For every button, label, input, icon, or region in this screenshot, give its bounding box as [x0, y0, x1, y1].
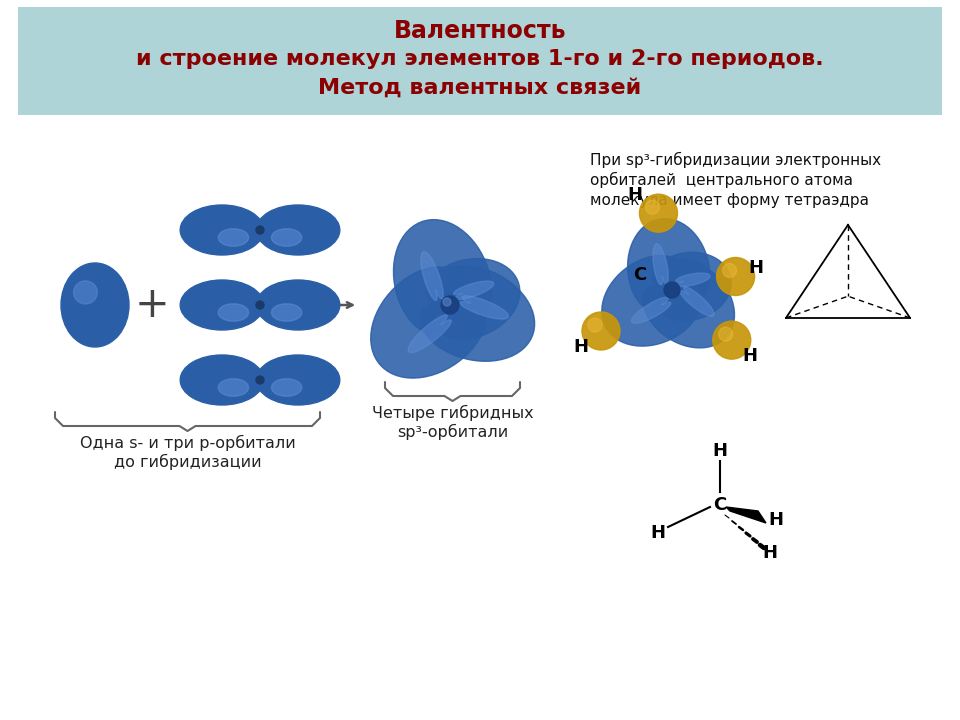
Circle shape — [443, 298, 451, 306]
Text: C: C — [713, 496, 727, 514]
Polygon shape — [726, 507, 766, 523]
Polygon shape — [602, 256, 701, 346]
Circle shape — [723, 264, 736, 277]
Ellipse shape — [180, 355, 264, 405]
Text: молекула имеет форму тетраэдра: молекула имеет форму тетраэдра — [590, 192, 869, 207]
Ellipse shape — [218, 304, 249, 321]
Ellipse shape — [218, 379, 249, 396]
Text: Одна s- и три р-орбитали: Одна s- и три р-орбитали — [80, 435, 296, 451]
Polygon shape — [653, 252, 732, 321]
Text: +: + — [134, 284, 169, 326]
Text: H: H — [573, 338, 588, 356]
Circle shape — [719, 327, 732, 341]
Bar — [18, 7, 942, 115]
Circle shape — [712, 321, 751, 359]
Text: H: H — [762, 544, 778, 562]
Polygon shape — [371, 267, 486, 378]
Ellipse shape — [180, 205, 264, 255]
Polygon shape — [676, 273, 710, 287]
Polygon shape — [643, 259, 734, 348]
Polygon shape — [426, 258, 520, 339]
Circle shape — [588, 318, 602, 332]
Text: Четыре гибридных: Четыре гибридных — [372, 405, 534, 421]
Polygon shape — [680, 287, 714, 316]
Polygon shape — [460, 296, 509, 319]
Circle shape — [664, 282, 680, 298]
Text: H: H — [748, 259, 763, 277]
Polygon shape — [420, 251, 444, 300]
Ellipse shape — [180, 280, 264, 330]
Ellipse shape — [256, 280, 340, 330]
Circle shape — [256, 226, 264, 234]
Ellipse shape — [74, 281, 97, 304]
Polygon shape — [628, 219, 709, 312]
Text: H: H — [712, 442, 728, 460]
Text: H: H — [651, 524, 665, 542]
Text: H: H — [742, 347, 757, 365]
Polygon shape — [408, 315, 451, 353]
Text: sp³-орбитали: sp³-орбитали — [397, 424, 509, 440]
Text: При sp³-гибридизации электронных: При sp³-гибридизации электронных — [590, 152, 881, 168]
Text: Метод валентных связей: Метод валентных связей — [319, 78, 641, 98]
Polygon shape — [653, 244, 668, 285]
Circle shape — [582, 312, 620, 350]
Circle shape — [256, 301, 264, 309]
Text: орбиталей  центрального атома: орбиталей центрального атома — [590, 172, 853, 188]
Text: H: H — [627, 186, 642, 204]
Circle shape — [645, 200, 660, 214]
Polygon shape — [632, 297, 671, 323]
Text: H: H — [769, 511, 783, 529]
Ellipse shape — [256, 205, 340, 255]
Ellipse shape — [218, 229, 249, 246]
Circle shape — [716, 258, 755, 295]
Polygon shape — [454, 281, 493, 300]
Circle shape — [441, 296, 459, 314]
Ellipse shape — [256, 355, 340, 405]
Text: Валентность: Валентность — [394, 19, 566, 42]
Text: до гибридизации: до гибридизации — [114, 454, 262, 470]
Ellipse shape — [272, 379, 301, 396]
Polygon shape — [420, 266, 535, 361]
Ellipse shape — [272, 304, 301, 321]
Circle shape — [256, 376, 264, 384]
Circle shape — [639, 194, 678, 232]
Polygon shape — [394, 220, 492, 334]
Ellipse shape — [272, 229, 301, 246]
Text: C: C — [634, 266, 647, 284]
Text: и строение молекул элементов 1-го и 2-го периодов.: и строение молекул элементов 1-го и 2-го… — [136, 49, 824, 69]
Ellipse shape — [61, 263, 129, 347]
